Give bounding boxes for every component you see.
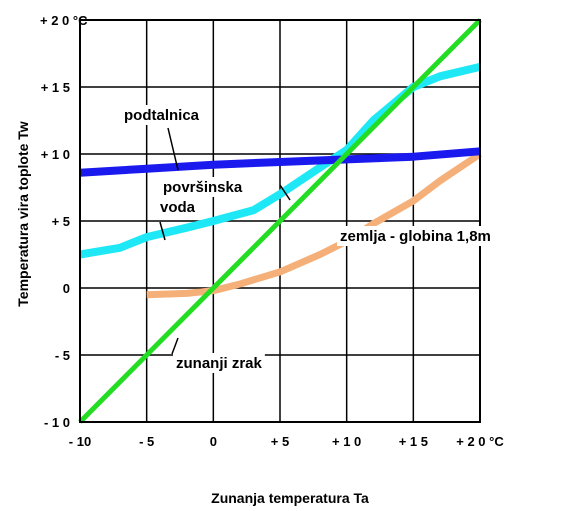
plot-frame — [79, 19, 481, 423]
y-tick-label: + 1 0 — [41, 147, 70, 162]
annotation-bg — [160, 177, 246, 197]
y-tick-label: 0 — [63, 281, 70, 296]
annotation-leader — [159, 221, 166, 241]
annotation-bg — [337, 226, 494, 246]
series-line-3 — [78, 18, 482, 424]
y-tick-label: + 5 — [52, 214, 70, 229]
annotation-leader — [279, 184, 291, 201]
y-axis-title: Temperatura vira toplote Tw — [15, 121, 31, 307]
annotation-bg — [121, 105, 203, 125]
x-tick-label: - 10 — [69, 434, 91, 449]
annotations: podtalnica površinska voda zemlja - globina… — [121, 105, 494, 373]
x-tick-label: + 1 5 — [399, 434, 428, 449]
series-annotation: površinska — [163, 179, 243, 196]
x-axis-title: Zunanja temperatura Ta — [211, 490, 369, 506]
annotation-leader — [171, 337, 179, 355]
plot-border — [79, 19, 481, 423]
series-line-2 — [146, 151, 482, 299]
x-tick-label: - 5 — [139, 434, 154, 449]
tick-labels: - 10 - 5 0 + 5 + 1 0 + 1 5 + 2 0 °C - 1 0 - 5 0 + … — [40, 13, 504, 449]
annotation-leader — [167, 127, 179, 171]
y-tick-label: - 1 0 — [44, 415, 70, 430]
series-annotation: zunanji zrak — [176, 355, 263, 372]
x-tick-label: + 5 — [271, 434, 289, 449]
series-group — [78, 18, 482, 424]
series-annotation: podtalnica — [124, 107, 200, 124]
annotation-bg — [173, 353, 265, 373]
y-tick-label: + 1 5 — [41, 80, 70, 95]
y-tick-label: - 5 — [55, 348, 70, 363]
x-tick-label: 0 — [210, 434, 217, 449]
series-annotation: zemlja - globina 1,8m — [340, 228, 491, 245]
series-annotation: voda — [160, 199, 196, 216]
annotation-bg — [157, 197, 199, 217]
x-tick-label: + 1 0 — [332, 434, 361, 449]
x-tick-label: + 2 0 °C — [456, 434, 504, 449]
y-tick-label: + 2 0 °C — [40, 13, 88, 28]
series-line-0 — [79, 147, 481, 177]
